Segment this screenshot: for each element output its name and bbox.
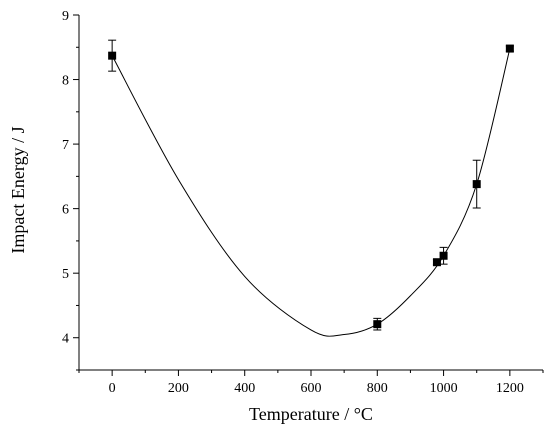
y-tick-label: 5	[62, 267, 69, 282]
fit-curve	[111, 48, 511, 337]
square-marker	[108, 51, 117, 60]
square-marker	[439, 251, 448, 260]
y-tick-label: 6	[62, 203, 69, 218]
x-tick-label: 0	[109, 381, 116, 396]
data-point	[439, 246, 448, 265]
square-marker	[472, 180, 481, 189]
x-tick-label: 1000	[430, 381, 458, 396]
x-axis-title: Temperature / °C	[249, 404, 373, 424]
data-point	[108, 39, 117, 72]
x-ticks: 0 200 400 600 800 1000 1200	[78, 370, 544, 396]
y-tick-label: 4	[62, 332, 69, 347]
x-tick-label: 800	[367, 381, 388, 396]
square-marker	[505, 44, 514, 53]
square-marker	[432, 258, 441, 267]
square-marker	[373, 320, 382, 329]
data-point	[472, 159, 481, 209]
data-point	[373, 317, 382, 331]
y-axis-title: Impact Energy / J	[8, 126, 28, 253]
data-point	[505, 44, 514, 53]
y-tick-label: 8	[62, 74, 69, 89]
x-tick-label: 1200	[496, 381, 524, 396]
data-points	[108, 39, 514, 331]
y-tick-label: 9	[62, 9, 69, 24]
y-ticks: 4 5 6 7 8 9	[62, 9, 79, 371]
y-tick-label: 7	[62, 138, 69, 153]
x-tick-label: 400	[234, 381, 255, 396]
x-tick-label: 200	[168, 381, 189, 396]
x-tick-label: 600	[301, 381, 322, 396]
